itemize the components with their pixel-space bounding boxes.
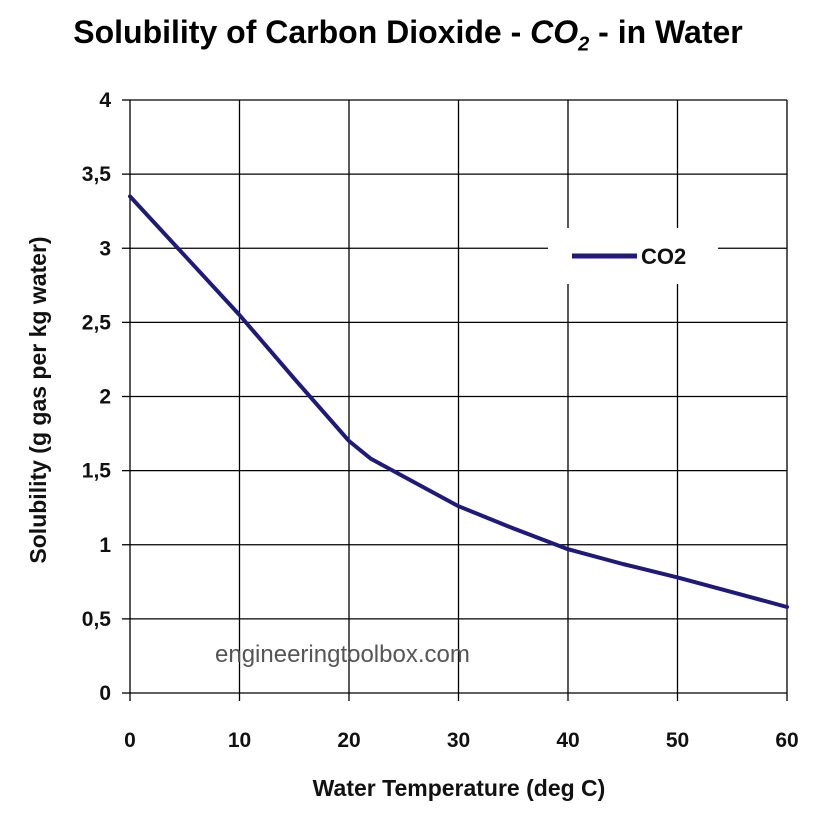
y-tick-label: 3: [99, 237, 111, 260]
x-tick-label: 20: [337, 729, 360, 752]
series-line-co2: [128, 194, 789, 609]
title-text-end: - in Water: [589, 14, 743, 50]
y-tick-label: 3,5: [82, 163, 112, 186]
y-axis-label: Solubility (g gas per kg water): [25, 236, 51, 563]
watermark: engineeringtoolbox.com: [215, 641, 470, 668]
x-axis-label: Water Temperature (deg C): [313, 775, 606, 801]
title-chem-formula: CO2: [530, 14, 590, 56]
x-axis-ticks: 0 10 20 30 40 50 60: [124, 729, 799, 752]
x-tick-label: 30: [447, 729, 470, 752]
x-tick-label: 0: [124, 729, 136, 752]
chart-title: Solubility of Carbon Dioxide - CO2 - in …: [0, 14, 816, 56]
y-tick-label: 0,5: [82, 608, 112, 631]
y-axis-ticks: 0 0,5 1 1,5 2 2,5 3 3,5 4: [82, 89, 112, 705]
title-text: Solubility of Carbon Dioxide -: [73, 14, 531, 50]
legend: CO2: [548, 228, 718, 284]
legend-label-co2: CO2: [641, 244, 686, 269]
y-tick-label: 0: [99, 682, 111, 705]
y-tick-label: 1,5: [82, 460, 112, 483]
x-tick-label: 10: [228, 729, 251, 752]
y-tick-label: 2: [99, 386, 111, 409]
x-tick-label: 40: [556, 729, 579, 752]
x-tick-label: 60: [775, 729, 798, 752]
y-tick-label: 1: [99, 534, 111, 557]
x-tick-label: 50: [666, 729, 689, 752]
series-layer: [128, 194, 789, 609]
grid-lines: [122, 99, 788, 701]
y-tick-label: 2,5: [82, 311, 112, 334]
y-tick-label: 4: [99, 89, 111, 112]
